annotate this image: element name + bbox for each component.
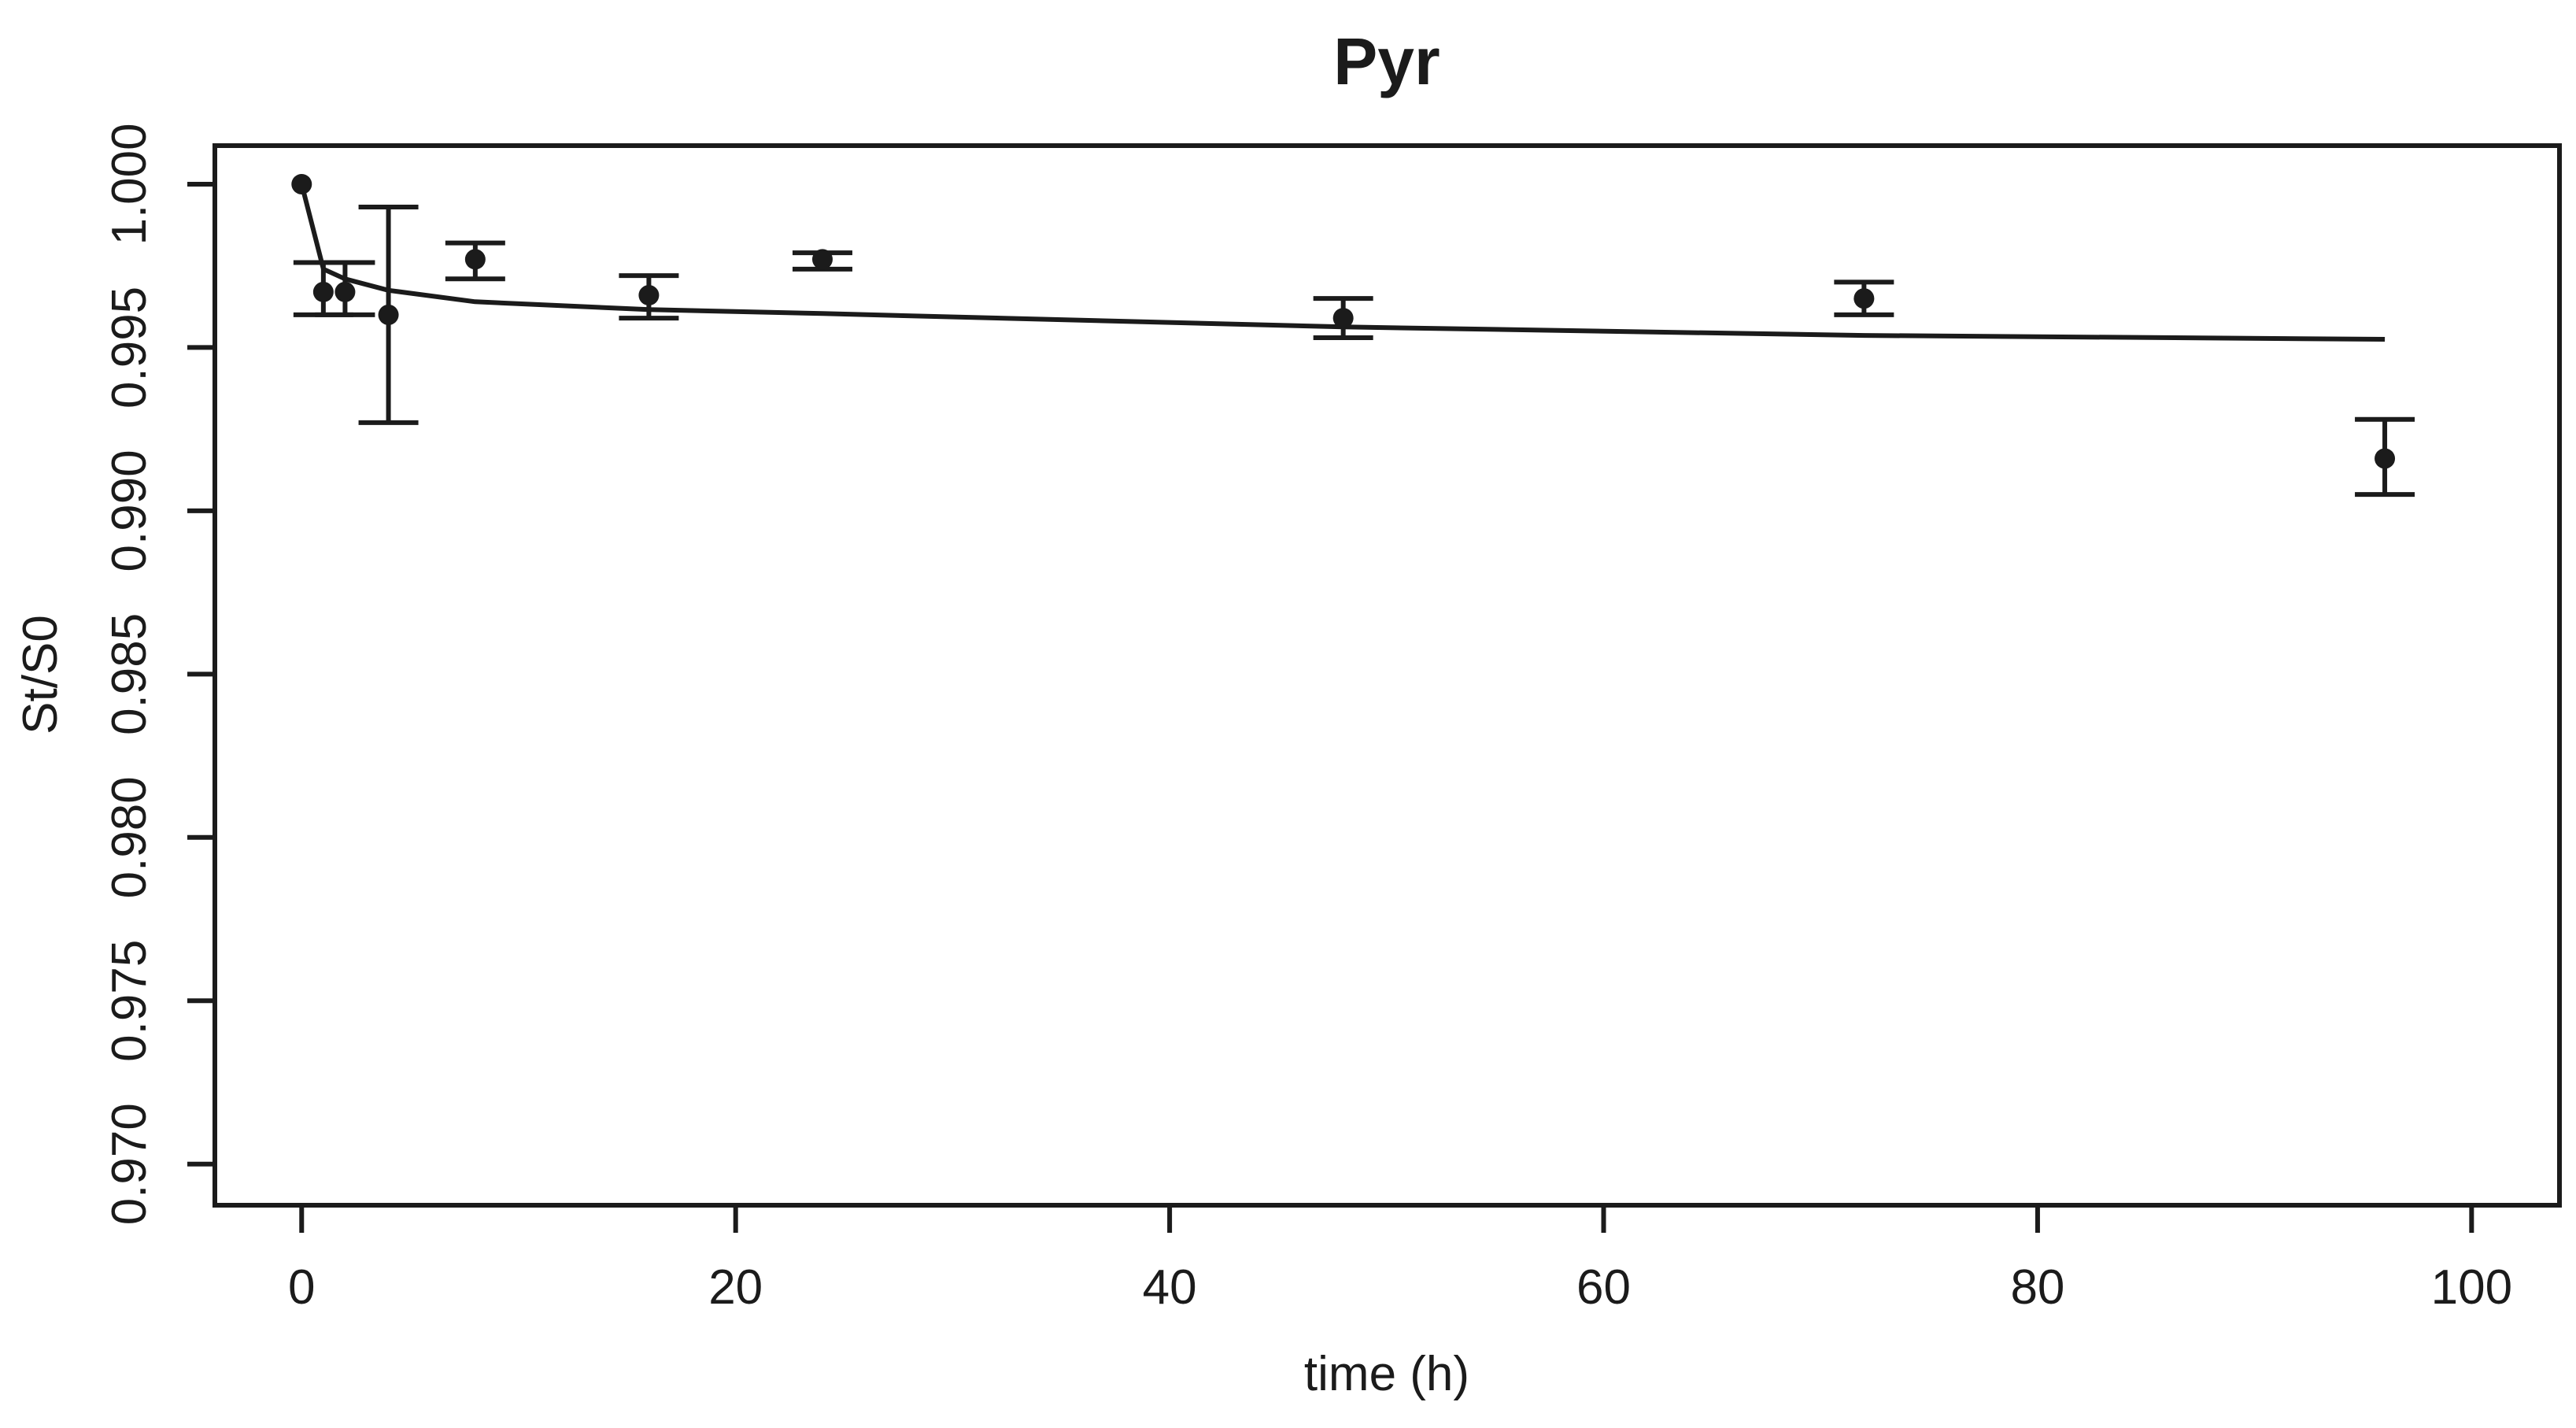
y-tick-label: 0.980 (102, 776, 157, 898)
data-point (811, 249, 833, 270)
y-axis-label: St/S0 (13, 615, 68, 734)
y-tick-label: 0.970 (102, 1103, 157, 1225)
data-point (2375, 448, 2396, 469)
x-axis-label: time (h) (1303, 1347, 1470, 1401)
data-point (378, 304, 399, 325)
y-tick-label: 0.995 (102, 287, 157, 409)
data-point (291, 173, 312, 194)
data-point (1853, 288, 1875, 309)
x-tick-label: 80 (2010, 1260, 2064, 1315)
x-tick-label: 40 (1143, 1260, 1197, 1315)
y-tick-label: 0.985 (102, 613, 157, 735)
data-point (334, 281, 356, 302)
x-tick-label: 60 (1576, 1260, 1631, 1315)
chart-title: Pyr (1333, 24, 1440, 98)
data-point (1332, 308, 1354, 329)
x-tick-label: 0 (288, 1260, 315, 1315)
y-tick-label: 1.000 (102, 123, 157, 245)
y-tick-label: 0.975 (102, 940, 157, 1062)
x-tick-label: 20 (708, 1260, 763, 1315)
fit-line (299, 183, 2386, 342)
x-tick-label: 100 (2431, 1260, 2512, 1315)
y-tick-label: 0.990 (102, 449, 157, 572)
data-point (638, 285, 660, 306)
data-point (464, 249, 486, 270)
data-point (312, 281, 334, 302)
